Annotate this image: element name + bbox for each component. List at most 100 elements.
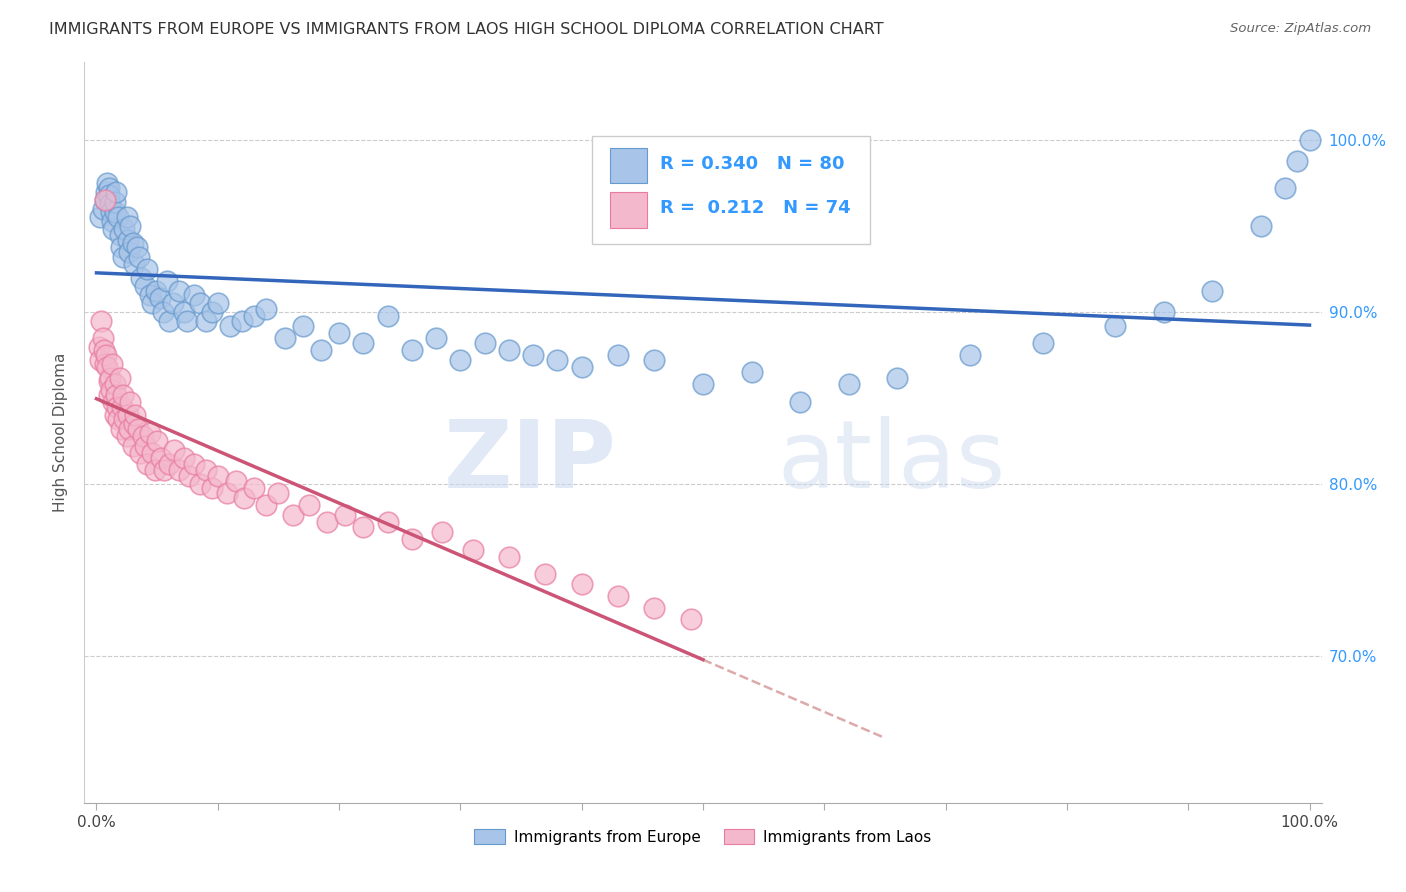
Point: [97, 188, 120, 202]
Point: [679, 611, 702, 625]
Point: [131, 429, 153, 443]
Point: [201, 305, 224, 319]
Point: [97, 181, 120, 195]
Point: [225, 474, 247, 488]
Point: [94, 193, 117, 207]
Point: [217, 486, 239, 500]
Point: [219, 318, 242, 333]
Point: [425, 331, 447, 345]
Point: [838, 377, 860, 392]
Point: [96, 185, 118, 199]
Point: [146, 434, 169, 449]
Point: [1250, 219, 1272, 233]
Point: [267, 486, 290, 500]
Text: R =  0.212   N = 74: R = 0.212 N = 74: [659, 199, 851, 218]
Point: [139, 425, 162, 440]
Point: [115, 429, 138, 443]
Point: [149, 451, 172, 466]
Point: [87, 339, 110, 353]
Point: [498, 343, 520, 357]
Point: [101, 357, 124, 371]
Point: [134, 439, 156, 453]
Legend: Immigrants from Europe, Immigrants from Laos: Immigrants from Europe, Immigrants from …: [468, 822, 938, 851]
Point: [333, 508, 356, 523]
Point: [243, 309, 266, 323]
Point: [183, 457, 205, 471]
Point: [125, 240, 148, 254]
Point: [692, 377, 714, 392]
Point: [101, 214, 124, 228]
Point: [177, 468, 200, 483]
Point: [522, 348, 544, 362]
Point: [97, 388, 120, 402]
FancyBboxPatch shape: [592, 136, 870, 244]
Point: [98, 370, 121, 384]
Point: [91, 331, 114, 345]
Point: [108, 227, 131, 242]
Point: [98, 196, 121, 211]
Point: [108, 370, 131, 384]
Bar: [610, 147, 647, 183]
Point: [131, 270, 153, 285]
Point: [243, 481, 266, 495]
Point: [89, 211, 111, 225]
Point: [173, 305, 195, 319]
Point: [1153, 305, 1175, 319]
Point: [136, 457, 159, 471]
Point: [194, 463, 217, 477]
Point: [104, 409, 127, 423]
Point: [111, 400, 134, 414]
Point: [273, 331, 295, 345]
Point: [91, 202, 114, 216]
Point: [139, 288, 162, 302]
Point: [103, 222, 125, 236]
Point: [188, 296, 211, 310]
Point: [401, 343, 423, 357]
Point: [233, 491, 256, 505]
Point: [157, 314, 180, 328]
Point: [254, 301, 277, 316]
Point: [110, 240, 132, 254]
Point: [309, 343, 332, 357]
Point: [122, 417, 145, 431]
Point: [115, 211, 138, 225]
Point: [136, 262, 159, 277]
Point: [571, 360, 593, 375]
Point: [1274, 181, 1296, 195]
Point: [163, 442, 186, 457]
Text: atlas: atlas: [778, 417, 1005, 508]
Point: [1104, 318, 1126, 333]
Point: [124, 409, 146, 423]
Point: [112, 222, 135, 236]
Point: [474, 336, 496, 351]
Point: [112, 412, 135, 426]
Point: [122, 236, 145, 251]
Point: [112, 388, 135, 402]
Point: [122, 257, 145, 271]
Point: [104, 185, 127, 199]
Point: [104, 205, 127, 219]
Point: [194, 314, 217, 328]
Point: [498, 549, 520, 564]
Point: [134, 279, 156, 293]
Point: [148, 291, 170, 305]
Point: [291, 318, 314, 333]
Point: [156, 274, 179, 288]
Point: [96, 360, 118, 375]
Point: [110, 422, 132, 436]
Text: ZIP: ZIP: [443, 417, 616, 508]
Point: [141, 446, 163, 460]
Point: [128, 250, 150, 264]
Point: [120, 219, 142, 233]
Point: [129, 446, 152, 460]
Point: [401, 533, 423, 547]
Point: [117, 233, 139, 247]
Point: [105, 400, 128, 414]
Point: [90, 314, 112, 328]
Point: [162, 296, 184, 310]
Point: [167, 463, 190, 477]
Point: [449, 353, 471, 368]
Point: [117, 409, 139, 423]
Point: [118, 244, 141, 259]
Point: [1286, 153, 1309, 168]
